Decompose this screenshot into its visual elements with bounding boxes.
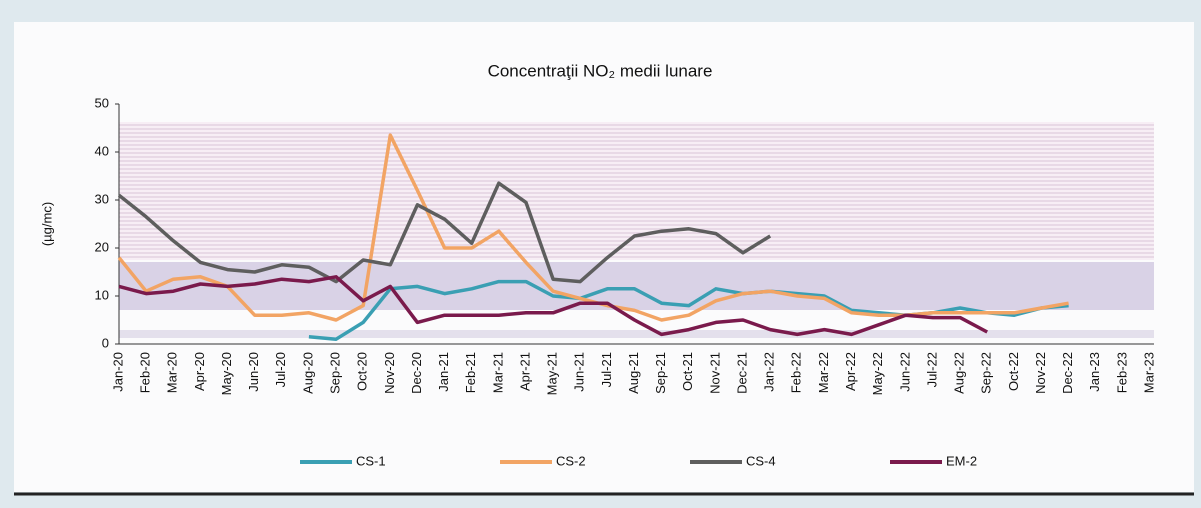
y-tick-label: 30 (95, 191, 109, 206)
x-tick-label: Dec-22 (1060, 352, 1075, 394)
x-tick-label: Jan-22 (762, 352, 777, 392)
shaded-band (119, 262, 1154, 310)
x-tick-label: Nov-20 (382, 352, 397, 394)
x-tick-label: Aug-21 (626, 352, 641, 394)
series-line (118, 275, 989, 337)
x-tick-label: Aug-20 (300, 352, 315, 394)
x-tick-label: Aug-22 (952, 352, 967, 394)
x-tick-label: Sep-21 (653, 352, 668, 394)
x-tick-label: Dec-21 (734, 352, 749, 394)
y-tick-label: 40 (95, 143, 109, 158)
x-tick-label: Feb-20 (138, 352, 153, 393)
x-tick-label: Nov-22 (1033, 352, 1048, 394)
x-tick-label: Jun-21 (572, 352, 587, 392)
legend-label: EM-2 (946, 453, 977, 468)
x-tick-label: Oct-20 (355, 352, 370, 391)
x-tick-label: Mar-23 (1141, 352, 1156, 393)
series-line (117, 181, 772, 284)
x-tick-label: May-20 (219, 352, 234, 395)
x-tick-label: Apr-21 (517, 352, 532, 391)
x-tick-label: Jun-20 (246, 352, 261, 392)
x-tick-label: Feb-22 (789, 352, 804, 393)
legend-label: CS-4 (746, 453, 776, 468)
y-tick-label: 10 (95, 287, 109, 302)
x-tick-label: Oct-21 (680, 352, 695, 391)
x-tick-label: Dec-20 (409, 352, 424, 394)
x-tick-label: May-22 (870, 352, 885, 395)
x-tick-label: Mar-22 (816, 352, 831, 393)
chart-title: Concentraţii NO₂ medii lunare (488, 61, 713, 80)
x-tick-label: Sep-22 (979, 352, 994, 394)
x-tick-label: Jul-22 (924, 352, 939, 387)
y-tick-label: 20 (95, 239, 109, 254)
x-tick-label: Oct-22 (1006, 352, 1021, 391)
x-tick-label: Jan-23 (1087, 352, 1102, 392)
x-tick-label: Feb-23 (1114, 352, 1129, 393)
x-tick-label: Sep-20 (327, 352, 342, 394)
x-tick-label: Apr-20 (192, 352, 207, 391)
shaded-band (119, 330, 1154, 338)
legend-label: CS-1 (356, 453, 386, 468)
x-tick-label: Mar-21 (490, 352, 505, 393)
x-tick-label: Jul-20 (273, 352, 288, 387)
x-tick-label: Mar-20 (165, 352, 180, 393)
x-tick-label: Feb-21 (463, 352, 478, 393)
x-tick-label: Jan-20 (110, 352, 125, 392)
x-tick-label: Jul-21 (599, 352, 614, 387)
y-tick-label: 0 (102, 335, 109, 350)
legend-label: CS-2 (556, 453, 586, 468)
x-tick-label: Jan-21 (436, 352, 451, 392)
x-tick-label: Apr-22 (843, 352, 858, 391)
hatched-band (119, 122, 1154, 260)
x-tick-label: Jun-22 (897, 352, 912, 392)
x-tick-label: Nov-21 (707, 352, 722, 394)
x-tick-label: May-21 (545, 352, 560, 395)
y-tick-label: 50 (95, 95, 109, 110)
y-axis-label: (µg/mc) (39, 202, 54, 246)
